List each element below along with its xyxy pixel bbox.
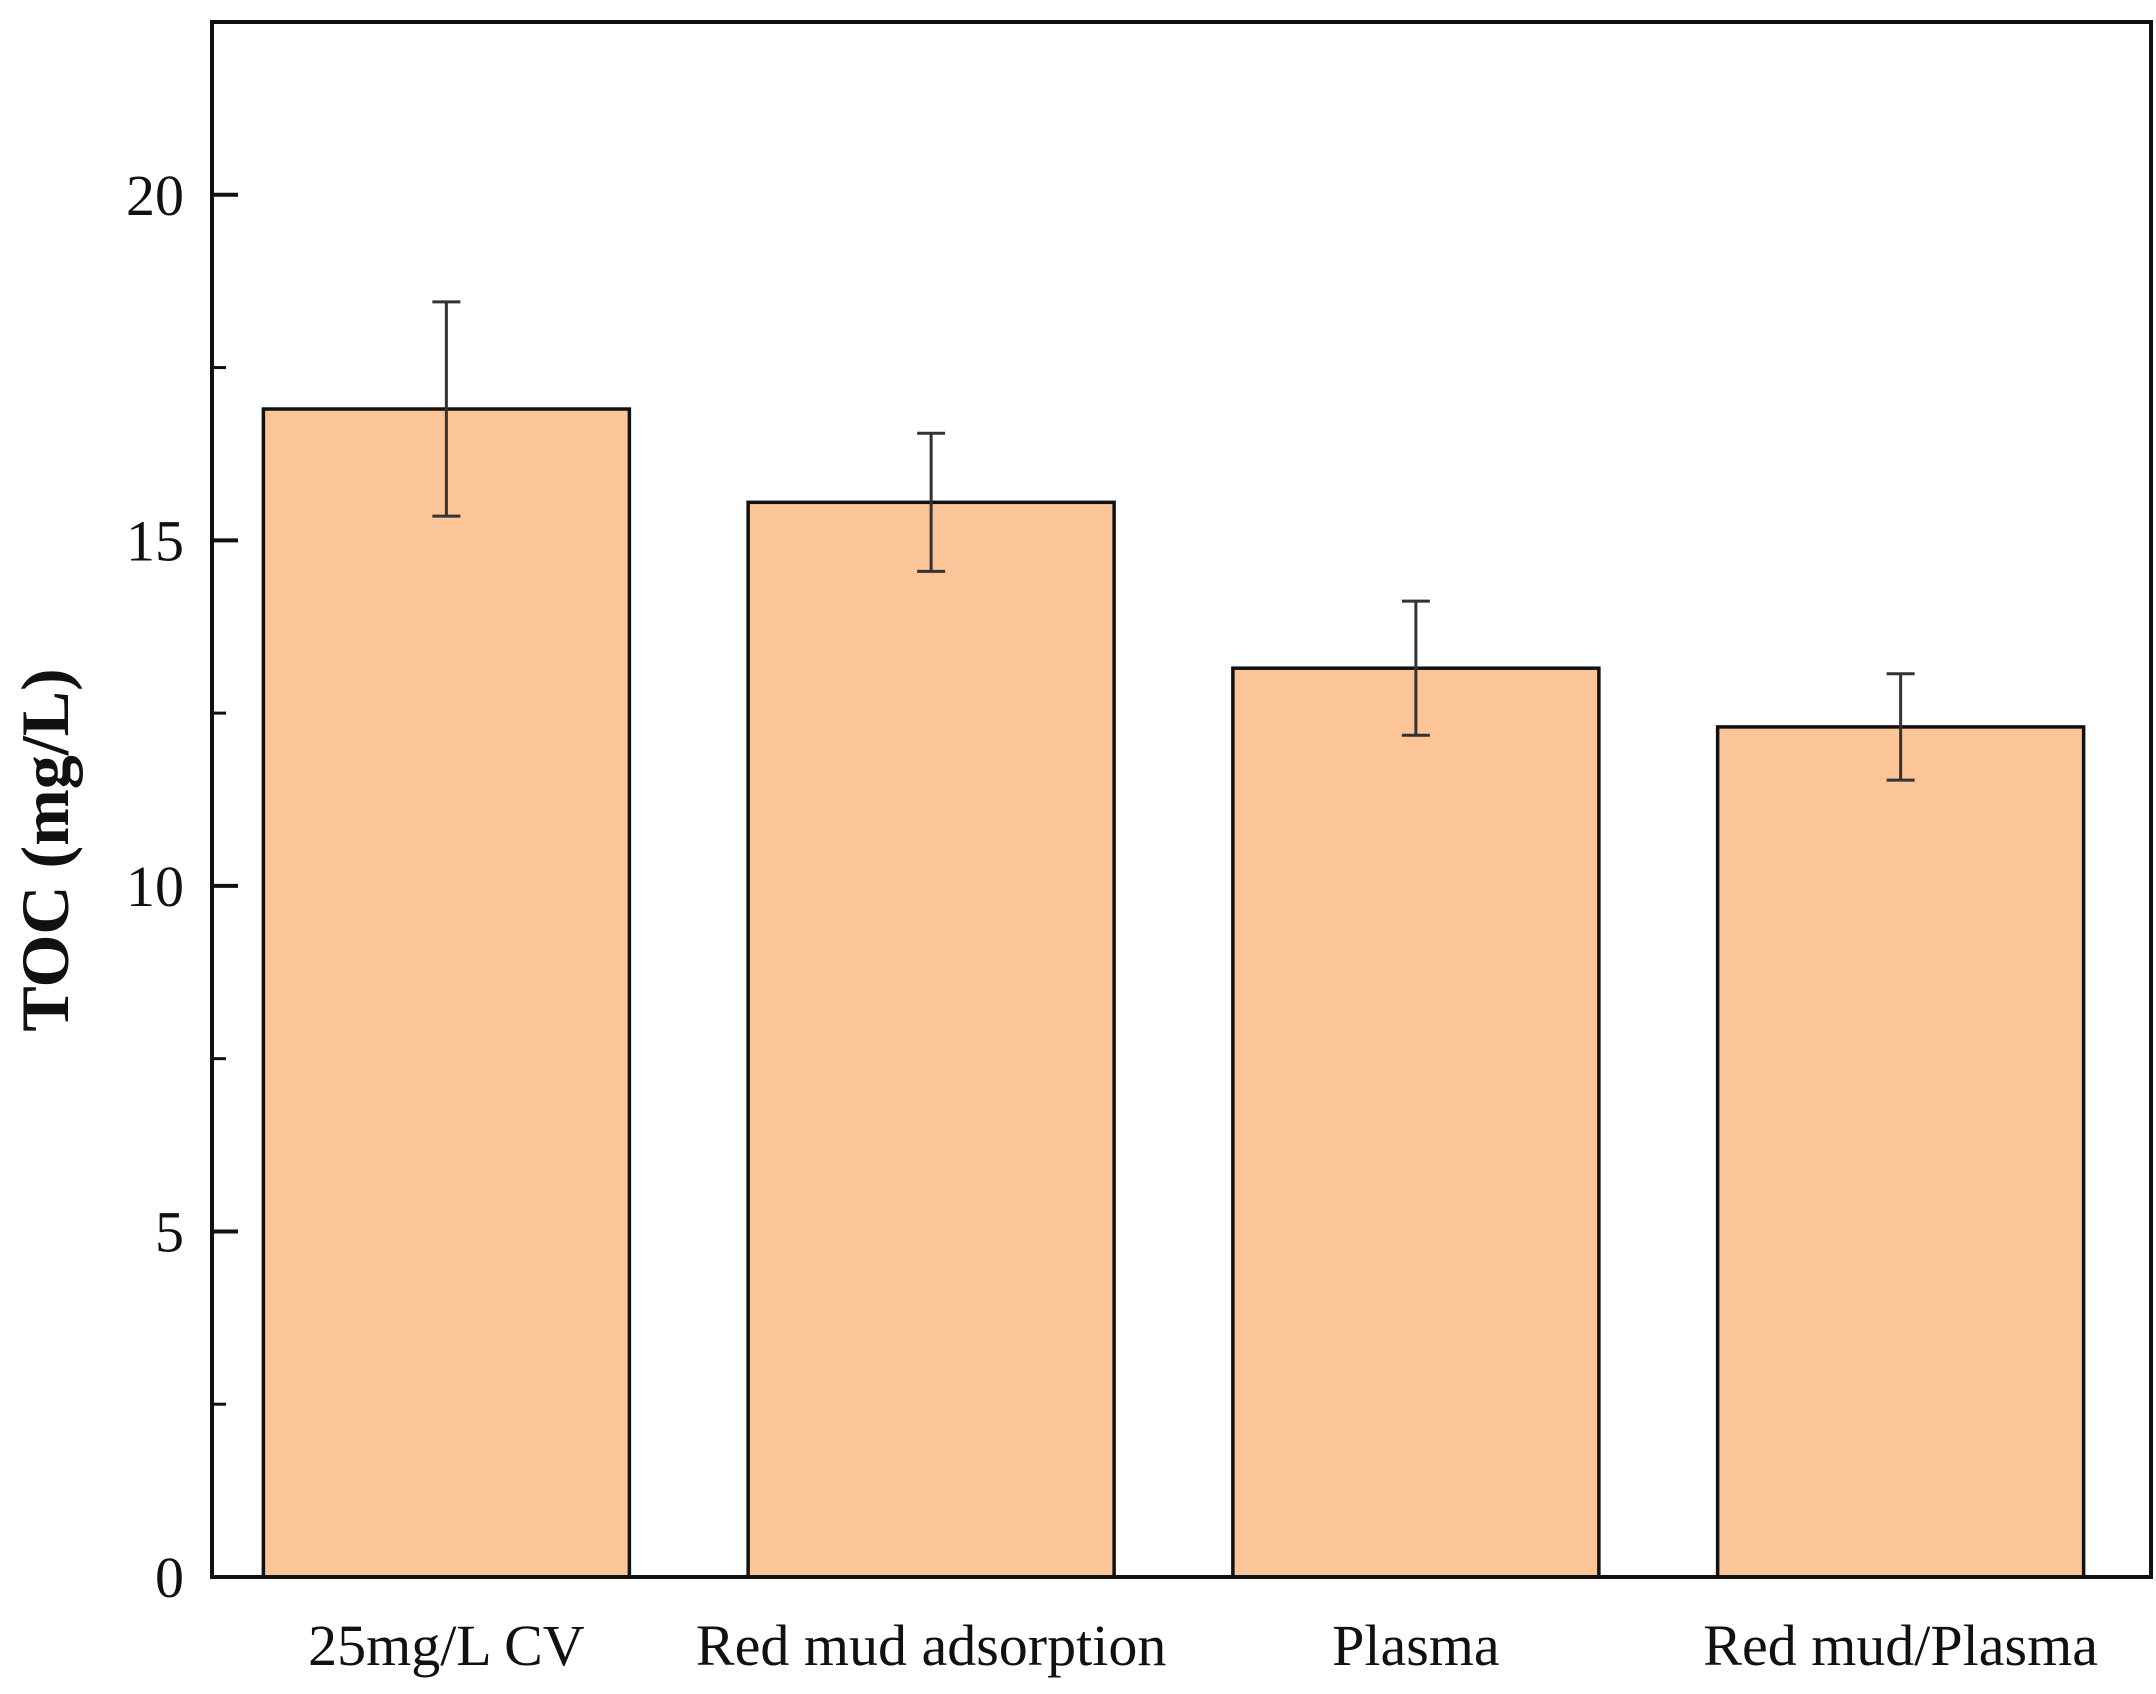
error-bars-layer [432,300,1915,782]
bars-layer [261,407,2086,1579]
x-category-label: Red mud/Plasma [1703,1613,2098,1678]
y-tick-label: 0 [155,1545,184,1610]
y-tick-label: 20 [126,163,184,228]
plot-frame [210,20,2153,1579]
x-category-label: Plasma [1332,1613,1500,1678]
y-axis-title: TOC (mg/L) [7,668,83,1031]
y-ticks-layer: 0 5 10 15 20 [126,163,238,1610]
y-tick-label: 5 [155,1199,184,1264]
bar [1231,666,1601,1579]
y-tick-label: 15 [126,508,184,573]
bar [746,500,1116,1579]
axes-layer [210,20,2153,1579]
bar [261,407,632,1579]
x-category-label: 25mg/L CV [308,1613,585,1678]
x-category-label: Red mud adsorption [696,1613,1166,1678]
bar [1715,725,2086,1579]
y-tick-label: 10 [126,854,184,919]
x-category-labels: 25mg/L CV Red mud adsorption Plasma Red mud… [308,1613,2098,1678]
